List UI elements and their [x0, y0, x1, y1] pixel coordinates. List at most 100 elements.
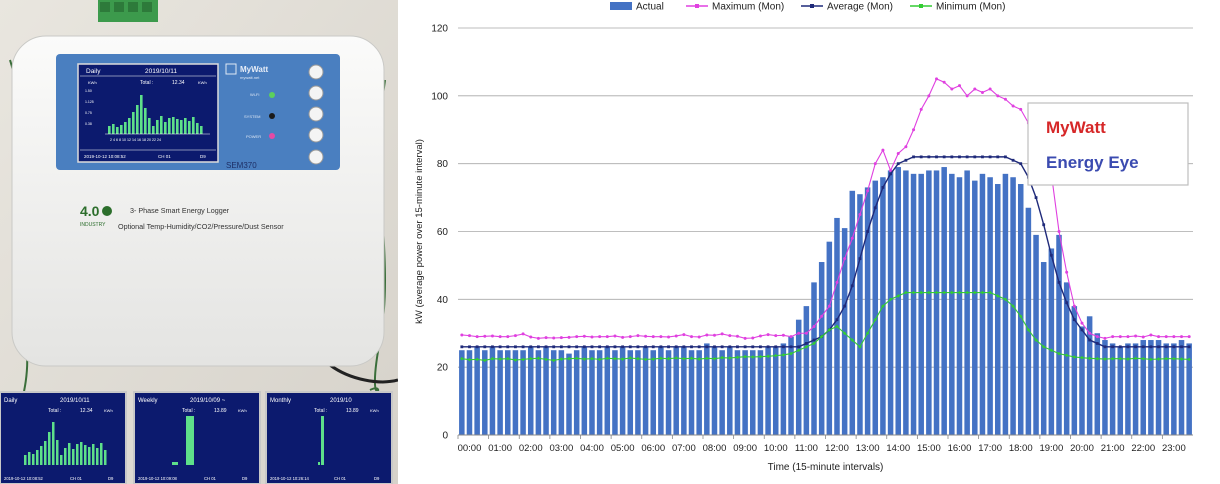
- point-maximum: [1065, 270, 1069, 274]
- bar-actual: [719, 350, 725, 435]
- point-maximum: [521, 332, 525, 336]
- point-average: [1172, 345, 1176, 349]
- bar-actual: [489, 346, 496, 435]
- bar-actual: [688, 350, 695, 435]
- point-average: [1095, 342, 1099, 345]
- lcd-footer-time: 2019-10-12 10:08:52: [84, 154, 126, 159]
- point-average: [1187, 345, 1191, 349]
- point-minimum: [475, 357, 479, 362]
- device-button[interactable]: [308, 149, 324, 165]
- point-maximum: [735, 334, 739, 338]
- legend-label: Actual: [636, 2, 664, 13]
- point-average: [858, 257, 862, 261]
- x-tick-label: 10:00: [764, 443, 788, 454]
- point-average: [774, 345, 778, 349]
- y-tick-label: 0: [442, 431, 448, 442]
- bar-actual: [1178, 340, 1185, 435]
- y-tick-labels: 0 20 40 60 80 100 120: [431, 24, 448, 442]
- point-minimum: [1110, 356, 1115, 361]
- bar-actual: [979, 173, 986, 435]
- bar-actual: [543, 346, 549, 435]
- bar-actual: [566, 353, 572, 435]
- point-average: [613, 345, 617, 349]
- lcd-unit: KWh: [88, 80, 97, 85]
- x-tick-label: 00:00: [458, 443, 482, 454]
- point-maximum: [919, 107, 923, 111]
- point-maximum: [873, 162, 877, 166]
- point-maximum: [843, 257, 847, 261]
- point-maximum: [644, 334, 648, 338]
- bar-actual: [972, 180, 978, 435]
- thumb-footer-ch: CH 01: [334, 476, 347, 481]
- bar-actual: [604, 346, 611, 435]
- point-average: [468, 345, 471, 349]
- point-average: [621, 345, 625, 349]
- point-maximum: [490, 334, 494, 338]
- point-maximum: [950, 87, 954, 91]
- point-average: [690, 345, 693, 349]
- point-minimum: [972, 290, 977, 295]
- bar-actual: [642, 346, 649, 435]
- point-maximum: [896, 151, 900, 155]
- lcd-ytick: 0.38: [85, 122, 92, 126]
- thumb-footer-time: 2019-10-12 10:09:08: [138, 476, 178, 481]
- device-button[interactable]: [308, 85, 324, 101]
- point-average: [988, 155, 992, 159]
- bar-actual: [497, 350, 503, 435]
- bar-actual: [704, 343, 710, 435]
- point-maximum: [835, 280, 839, 284]
- point-average: [881, 186, 885, 189]
- bar-actual: [857, 194, 863, 435]
- point-maximum: [1172, 335, 1176, 339]
- point-maximum: [605, 335, 609, 339]
- legend-label: Average (Mon): [827, 2, 893, 13]
- point-maximum: [529, 335, 533, 339]
- bar-actual: [482, 350, 488, 435]
- x-tick-labels: 00:00 01:00 02:00 03:00 04:00 05:00 06:00 07:00…: [458, 435, 1186, 454]
- point-average: [751, 345, 755, 349]
- bar-actual: [650, 350, 656, 435]
- point-maximum: [621, 335, 625, 339]
- point-maximum: [636, 334, 640, 338]
- bar-actual: [964, 170, 970, 435]
- device-button[interactable]: [308, 127, 324, 143]
- thumb-footer-time: 2019-10-12 10:08:52: [4, 476, 44, 481]
- point-maximum: [881, 148, 885, 152]
- lcd-total-label: Total :: [140, 80, 153, 86]
- power-led: [269, 133, 275, 139]
- bar-actual: [895, 167, 901, 435]
- point-average: [812, 338, 816, 342]
- x-tick-label: 03:00: [549, 443, 573, 454]
- x-tick-label: 08:00: [703, 443, 727, 454]
- point-average: [536, 345, 540, 349]
- point-maximum: [820, 314, 824, 318]
- thumb-footer-id: D9: [242, 476, 248, 481]
- thumb-footer-time: 2019-10-12 10:26:14: [270, 476, 310, 481]
- point-average: [514, 345, 517, 349]
- bar-actual: [849, 190, 856, 435]
- point-minimum: [927, 290, 931, 295]
- point-maximum: [996, 94, 1000, 98]
- bar-actual: [1186, 343, 1192, 435]
- device-button[interactable]: [308, 106, 324, 122]
- bar-actual: [818, 262, 825, 435]
- point-minimum: [1034, 338, 1038, 342]
- point-minimum: [1187, 357, 1191, 362]
- legend-swatch-marker: [919, 4, 923, 8]
- point-maximum: [889, 168, 893, 172]
- device-button[interactable]: [308, 64, 324, 80]
- bar-actual: [589, 350, 595, 435]
- bar-actual: [1109, 343, 1116, 435]
- point-maximum: [781, 333, 785, 337]
- point-minimum: [1118, 356, 1123, 361]
- device-buttons: [308, 64, 324, 165]
- point-average: [766, 345, 770, 349]
- thumb-total-label: Total :: [182, 408, 195, 414]
- point-average: [1157, 345, 1160, 349]
- point-maximum: [980, 90, 984, 94]
- bar-actual: [903, 170, 909, 435]
- point-average: [950, 155, 954, 159]
- point-minimum: [467, 357, 472, 362]
- bar-actual: [910, 173, 917, 435]
- point-maximum: [1080, 321, 1084, 325]
